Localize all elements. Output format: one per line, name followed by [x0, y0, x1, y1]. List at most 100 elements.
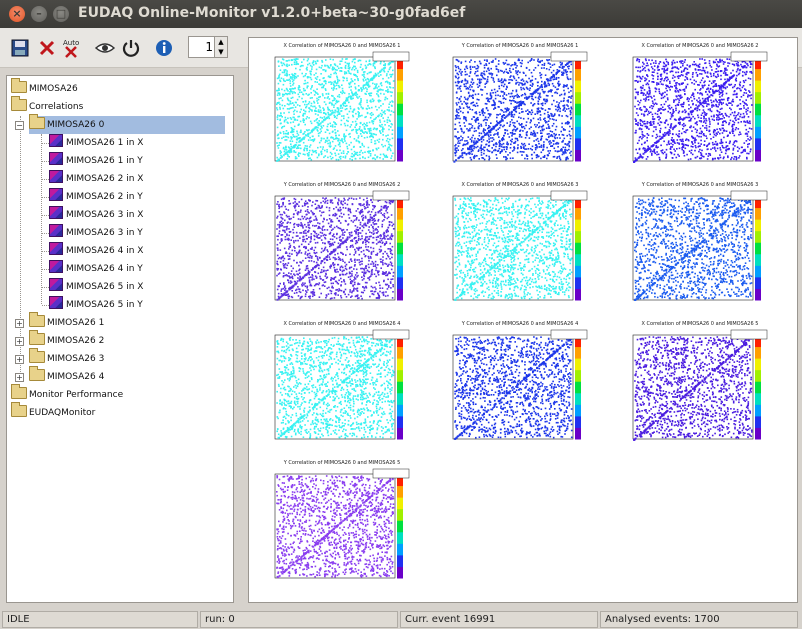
tree-item-folder[interactable]: Correlations — [11, 96, 83, 116]
tree-item-folder[interactable]: MIMOSA26 2 — [29, 330, 105, 350]
stats-box — [550, 190, 588, 201]
expand-toggle[interactable]: + — [15, 319, 24, 328]
correlation-plot[interactable]: X Correlation of MIMOSA26 0 and MIMOSA26… — [257, 321, 427, 461]
plot-title: X Correlation of MIMOSA26 0 and MIMOSA26… — [283, 321, 401, 327]
color-palette — [755, 196, 761, 301]
tree-item-label: MIMOSA26 — [29, 84, 78, 94]
color-palette — [575, 335, 581, 440]
maximize-window-button[interactable]: □ — [53, 6, 69, 22]
eye-icon[interactable] — [94, 37, 116, 59]
tree-item-folder[interactable]: MIMOSA26 — [11, 78, 78, 98]
expand-toggle[interactable]: + — [15, 337, 24, 346]
tree-item-folder[interactable]: MIMOSA26 3 — [29, 348, 104, 368]
color-palette — [397, 474, 403, 579]
tree-item-histogram[interactable]: MIMOSA26 3 in Y — [49, 224, 143, 242]
color-palette — [575, 196, 581, 301]
tree-item-label: MIMOSA26 0 — [47, 120, 105, 130]
correlation-plot[interactable]: Y Correlation of MIMOSA26 0 and MIMOSA26… — [435, 321, 605, 461]
tree-item-histogram[interactable]: MIMOSA26 4 in Y — [49, 260, 143, 278]
stats-box — [730, 51, 768, 62]
tree-item-histogram[interactable]: MIMOSA26 5 in X — [49, 278, 143, 296]
histogram-icon — [49, 278, 63, 291]
correlation-plot[interactable]: Y Correlation of MIMOSA26 0 and MIMOSA26… — [257, 460, 427, 600]
folder-icon — [11, 402, 27, 417]
correlation-plot[interactable]: X Correlation of MIMOSA26 0 and MIMOSA26… — [615, 321, 785, 461]
tree-item-folder[interactable]: MIMOSA26 1 — [29, 312, 104, 332]
correlation-plot[interactable]: Y Correlation of MIMOSA26 0 and MIMOSA26… — [615, 182, 785, 322]
spin-value[interactable]: 1 — [205, 40, 213, 54]
tree-item-histogram[interactable]: MIMOSA26 2 in Y — [49, 188, 143, 206]
tree-item-folder[interactable]: MIMOSA26 0 — [29, 114, 225, 134]
correlation-plot[interactable]: X Correlation of MIMOSA26 0 and MIMOSA26… — [435, 182, 605, 322]
stats-box — [372, 468, 410, 479]
status-state: IDLE — [2, 611, 198, 628]
folder-icon — [29, 348, 45, 363]
spin-arrows[interactable]: ▲ ▼ — [214, 37, 227, 57]
status-run: run: 0 — [200, 611, 398, 628]
stats-box — [730, 190, 768, 201]
histogram-icon — [49, 206, 63, 219]
tree-item-label: MIMOSA26 4 in Y — [66, 264, 143, 274]
tree-item-folder[interactable]: Monitor Performance — [11, 384, 124, 404]
folder-icon — [29, 366, 45, 381]
stats-box — [550, 51, 588, 62]
collapse-toggle[interactable]: − — [15, 121, 24, 130]
scatter-points — [276, 474, 397, 579]
tree-item-histogram[interactable]: MIMOSA26 2 in X — [49, 170, 143, 188]
tree-item-folder[interactable]: MIMOSA26 4 — [29, 366, 104, 386]
tree-item-label: MIMOSA26 1 in X — [66, 138, 144, 148]
minimize-window-button[interactable]: – — [31, 6, 47, 22]
correlation-plot[interactable]: X Correlation of MIMOSA26 0 and MIMOSA26… — [615, 43, 785, 183]
plot-title: Y Correlation of MIMOSA26 0 and MIMOSA26… — [283, 182, 401, 188]
expand-toggle[interactable]: + — [15, 373, 24, 382]
correlation-plot[interactable]: Y Correlation of MIMOSA26 0 and MIMOSA26… — [435, 43, 605, 183]
info-icon[interactable] — [153, 37, 175, 59]
plot-frame — [274, 195, 396, 301]
status-bar: IDLE run: 0 Curr. event 16991 Analysed e… — [0, 609, 802, 629]
plot-area — [274, 329, 410, 440]
tree-item-label: MIMOSA26 2 — [47, 336, 105, 346]
tree-connector — [42, 179, 49, 180]
histogram-icon — [49, 170, 63, 183]
tree-item-histogram[interactable]: MIMOSA26 3 in X — [49, 206, 143, 224]
status-current-event: Curr. event 16991 — [400, 611, 598, 628]
scatter-points — [634, 197, 754, 301]
tree-item-folder[interactable]: EUDAQMonitor — [11, 402, 96, 422]
correlation-plot[interactable]: X Correlation of MIMOSA26 0 and MIMOSA26… — [257, 43, 427, 183]
tree-item-label: MIMOSA26 3 in X — [66, 210, 144, 220]
clear-icon[interactable] — [36, 37, 58, 59]
tree-item-histogram[interactable]: MIMOSA26 1 in X — [49, 134, 143, 152]
tree-item-label: MIMOSA26 4 in X — [66, 246, 144, 256]
auto-clear-icon[interactable]: Auto — [60, 37, 82, 59]
power-icon[interactable] — [120, 37, 142, 59]
tree-item-histogram[interactable]: MIMOSA26 5 in Y — [49, 296, 143, 314]
close-window-button[interactable]: × — [9, 6, 25, 22]
tree-item-label: MIMOSA26 5 in X — [66, 282, 144, 292]
folder-icon — [11, 78, 27, 93]
tree-item-label: Monitor Performance — [29, 390, 124, 400]
tree-connector — [42, 269, 49, 270]
tree-connector — [42, 143, 49, 144]
scatter-points — [454, 196, 575, 301]
tree-item-label: MIMOSA26 2 in X — [66, 174, 144, 184]
title-bar: × – □ EUDAQ Online-Monitor v1.2.0+beta~3… — [0, 0, 802, 28]
scatter-points — [454, 335, 575, 440]
save-icon[interactable] — [9, 37, 31, 59]
plot-area — [274, 468, 410, 579]
expand-toggle[interactable]: + — [15, 355, 24, 364]
tree-item-histogram[interactable]: MIMOSA26 4 in X — [49, 242, 143, 260]
histogram-icon — [49, 134, 63, 147]
plot-area — [452, 329, 588, 440]
tree-connector — [42, 251, 49, 252]
histogram-tree[interactable]: MIMOSA26 Correlations − MIMOSA26 0 MIMOSA26 … — [6, 75, 234, 603]
tree-item-histogram[interactable]: MIMOSA26 1 in Y — [49, 152, 143, 170]
tree-connector — [20, 116, 21, 378]
page-spinbox[interactable]: 1 ▲ ▼ — [188, 36, 228, 58]
tree-item-label: EUDAQMonitor — [29, 408, 96, 418]
tree-connector — [42, 161, 49, 162]
plot-title: Y Correlation of MIMOSA26 0 and MIMOSA26… — [461, 321, 579, 327]
histogram-icon — [49, 242, 63, 255]
correlation-plot[interactable]: Y Correlation of MIMOSA26 0 and MIMOSA26… — [257, 182, 427, 322]
histogram-icon — [49, 188, 63, 201]
plot-title: Y Correlation of MIMOSA26 0 and MIMOSA26… — [641, 182, 759, 188]
